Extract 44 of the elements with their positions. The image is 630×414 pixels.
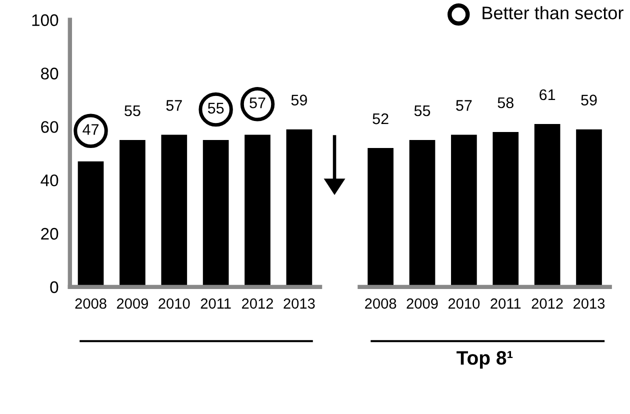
y-tick-label: 80 bbox=[41, 68, 58, 80]
y-tick-label: 100 bbox=[32, 14, 58, 26]
bar bbox=[451, 134, 477, 287]
bar bbox=[492, 132, 519, 287]
text: Better than sector bbox=[482, 6, 624, 20]
data-label: 58 bbox=[498, 97, 514, 108]
bar bbox=[368, 148, 394, 287]
x-tick-label: 2010 bbox=[448, 298, 480, 309]
bar bbox=[534, 124, 560, 287]
x-tick-label: 2008 bbox=[365, 298, 396, 309]
data-label: 61 bbox=[540, 89, 556, 100]
x-tick-label: 2013 bbox=[284, 298, 315, 309]
bar bbox=[244, 134, 270, 287]
bar bbox=[286, 129, 312, 287]
x-tick-label: 2011 bbox=[200, 298, 231, 309]
x-tick-label: 2010 bbox=[158, 298, 190, 309]
bar bbox=[78, 161, 104, 287]
annotation: 47 bbox=[82, 124, 99, 135]
data-label: 57 bbox=[456, 100, 472, 111]
x-tick-label: 2008 bbox=[75, 298, 106, 309]
y-tick-label: 40 bbox=[40, 174, 58, 186]
x-tick-label: 2013 bbox=[574, 298, 605, 309]
data-label: 52 bbox=[372, 113, 388, 124]
data-label: 57 bbox=[166, 100, 182, 111]
bar bbox=[576, 129, 602, 287]
annotation: 55 bbox=[208, 102, 224, 114]
data-label: 55 bbox=[414, 106, 430, 116]
data-label: 59 bbox=[291, 94, 307, 106]
y-tick-label: 60 bbox=[41, 121, 58, 133]
data-label: 55 bbox=[124, 106, 140, 116]
data-label: 59 bbox=[581, 94, 597, 106]
bar bbox=[202, 140, 229, 287]
x-tick-label: 2012 bbox=[532, 298, 563, 309]
bar bbox=[120, 140, 146, 287]
bar bbox=[161, 134, 188, 287]
x-tick-label: 2011 bbox=[490, 298, 521, 309]
bar bbox=[409, 140, 436, 287]
x-tick-label: 2012 bbox=[242, 298, 274, 309]
y-tick-label: 20 bbox=[41, 228, 58, 240]
annotation: 57 bbox=[250, 98, 266, 108]
x-tick-label: 2009 bbox=[406, 298, 438, 309]
y-tick-label: 0 bbox=[50, 281, 58, 294]
x-axis-title: Top 8¹ bbox=[456, 351, 513, 369]
x-tick-label: 2009 bbox=[116, 298, 148, 309]
